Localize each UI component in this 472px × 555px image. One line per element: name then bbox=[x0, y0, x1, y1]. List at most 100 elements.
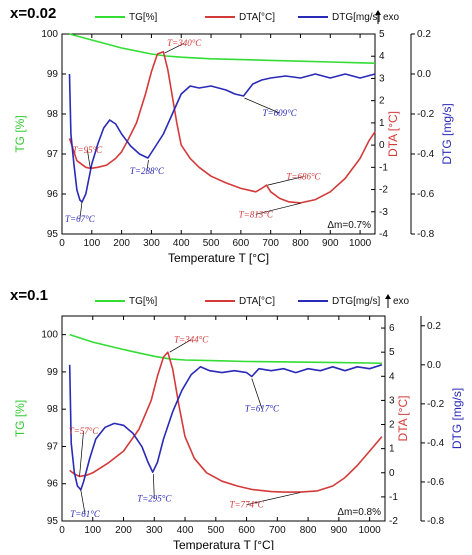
dtg-tick-label: -0.2 bbox=[427, 399, 445, 410]
x-axis-label: Temperature T [°C] bbox=[168, 251, 269, 265]
annotation-label: T=344°C bbox=[174, 335, 209, 345]
x-tick-label: 700 bbox=[262, 238, 279, 249]
dta-tick-label: -4 bbox=[379, 229, 388, 240]
x-tick-label: 0 bbox=[59, 525, 65, 536]
dtg-tick-label: 0.2 bbox=[417, 29, 431, 40]
annotation-arrow bbox=[246, 492, 301, 506]
annotation-arrow bbox=[80, 489, 86, 515]
annotation-label: T=295°C bbox=[137, 493, 172, 503]
legend-entry: DTG[mg/s] bbox=[332, 296, 381, 307]
series-line-tg bbox=[69, 333, 382, 365]
x-axis-label: Temperatura T [°C] bbox=[173, 538, 274, 550]
annotation-arrow bbox=[251, 378, 263, 409]
legend-entry: DTG[mg/s] bbox=[332, 12, 381, 23]
dta-tick-label: 5 bbox=[389, 347, 395, 358]
x-tick-label: 500 bbox=[207, 525, 224, 536]
x-tick-label: 300 bbox=[146, 525, 163, 536]
dta-tick-label: 0 bbox=[389, 468, 395, 479]
series-line-dtg bbox=[68, 73, 376, 203]
x-tick-label: 600 bbox=[238, 525, 255, 536]
plot-frame bbox=[61, 33, 376, 235]
tg-tick-label: 99 bbox=[47, 69, 59, 80]
annotation-label: T=95°C bbox=[72, 145, 103, 155]
annotation-arrow bbox=[169, 339, 192, 353]
x-tick-label: 900 bbox=[322, 238, 339, 249]
dta-tick-label: -2 bbox=[389, 516, 398, 527]
tg-tick-label: 97 bbox=[47, 149, 59, 160]
tg-axis-label: TG [%] bbox=[13, 115, 27, 152]
series-line-dta bbox=[69, 351, 383, 493]
dtg-tick-label: 0.0 bbox=[417, 69, 431, 80]
annotation-arrow bbox=[79, 431, 84, 477]
tg-tick-label: 96 bbox=[47, 189, 59, 200]
x-tick-label: 0 bbox=[59, 238, 65, 249]
chart-panel-2: x=0.1 TG[%] DTA[°C] DTG[mg/s] exo 0 100 200 300 4… bbox=[10, 287, 464, 552]
x-tick-label: 600 bbox=[233, 238, 250, 249]
x-tick-label: 400 bbox=[177, 525, 194, 536]
tg-tick-label: 100 bbox=[41, 29, 58, 40]
exo-arrow-head bbox=[375, 10, 381, 15]
legend-entry: DTA[°C] bbox=[239, 12, 275, 23]
tg-tick-label: 99 bbox=[47, 367, 59, 378]
series-line-dta bbox=[68, 50, 376, 204]
dta-tick-label: 5 bbox=[379, 29, 385, 40]
dta-tick-label: 3 bbox=[379, 73, 385, 84]
dta-tick-label: 6 bbox=[389, 323, 395, 334]
annotation-label: T=67°C bbox=[65, 214, 96, 224]
dta-tick-label: 1 bbox=[389, 444, 395, 455]
dta-tick-label: -2 bbox=[379, 185, 388, 196]
exo-label: exo bbox=[393, 296, 410, 307]
x-tick-label: 100 bbox=[83, 238, 100, 249]
tg-tick-label: 95 bbox=[47, 229, 59, 240]
tg-tick-label: 95 bbox=[47, 516, 59, 527]
annotation-label: T=774°C bbox=[229, 500, 264, 510]
dtg-tick-label: -0.6 bbox=[417, 189, 435, 200]
x-tick-label: 100 bbox=[84, 525, 101, 536]
annotation-arrow bbox=[86, 149, 91, 169]
annotation-arrow bbox=[244, 97, 280, 114]
dtg-tick-label: -0.8 bbox=[427, 516, 445, 527]
annotation-label: T=813°C bbox=[239, 209, 274, 219]
annotation-arrow bbox=[79, 201, 83, 220]
dta-tick-label: 4 bbox=[389, 371, 395, 382]
annotation-label: T=61°C bbox=[70, 509, 101, 519]
series-line-dtg bbox=[68, 364, 383, 491]
legend-entry: TG[%] bbox=[129, 12, 158, 23]
dta-tick-label: -1 bbox=[389, 492, 398, 503]
annotation-label: T=686°C bbox=[286, 172, 321, 182]
panel-label: x=0.1 bbox=[10, 287, 48, 304]
annotation-arrow bbox=[153, 474, 155, 499]
annotation-label: T=288°C bbox=[130, 166, 165, 176]
x-tick-label: 400 bbox=[173, 238, 190, 249]
panel-label: x=0.02 bbox=[10, 5, 56, 22]
dta-axis-label: DTA [°C] bbox=[396, 396, 410, 442]
tg-tick-label: 100 bbox=[41, 330, 58, 341]
x-tick-label: 900 bbox=[331, 525, 348, 536]
tg-tick-label: 98 bbox=[47, 109, 59, 120]
annotation-arrow bbox=[255, 202, 301, 215]
tg-tick-label: 96 bbox=[47, 479, 59, 490]
dta-tick-label: 4 bbox=[379, 51, 385, 62]
annotation-arrow bbox=[146, 159, 149, 172]
mass-change-label: Δm=0.7% bbox=[327, 220, 371, 231]
legend-entry: DTA[°C] bbox=[239, 296, 275, 307]
dtg-tick-label: -0.4 bbox=[427, 438, 445, 449]
exo-arrow-head bbox=[385, 294, 391, 299]
dtg-tick-label: -0.4 bbox=[417, 149, 435, 160]
tg-tick-label: 97 bbox=[47, 441, 59, 452]
x-tick-label: 1000 bbox=[358, 525, 381, 536]
dta-tick-label: 2 bbox=[389, 420, 395, 431]
tg-axis-label: TG [%] bbox=[13, 400, 27, 437]
annotation-label: T=340°C bbox=[167, 38, 202, 48]
dtg-tick-label: 0.2 bbox=[427, 321, 441, 332]
plot-frame bbox=[61, 315, 386, 522]
x-tick-label: 200 bbox=[113, 238, 130, 249]
x-tick-label: 1000 bbox=[349, 238, 372, 249]
x-tick-label: 700 bbox=[269, 525, 286, 536]
dta-tick-label: 1 bbox=[379, 118, 385, 129]
dta-tick-label: 3 bbox=[389, 395, 395, 406]
tg-tick-label: 98 bbox=[47, 404, 59, 415]
exo-label: exo bbox=[383, 12, 400, 23]
annotation-label: T=609°C bbox=[263, 108, 298, 118]
